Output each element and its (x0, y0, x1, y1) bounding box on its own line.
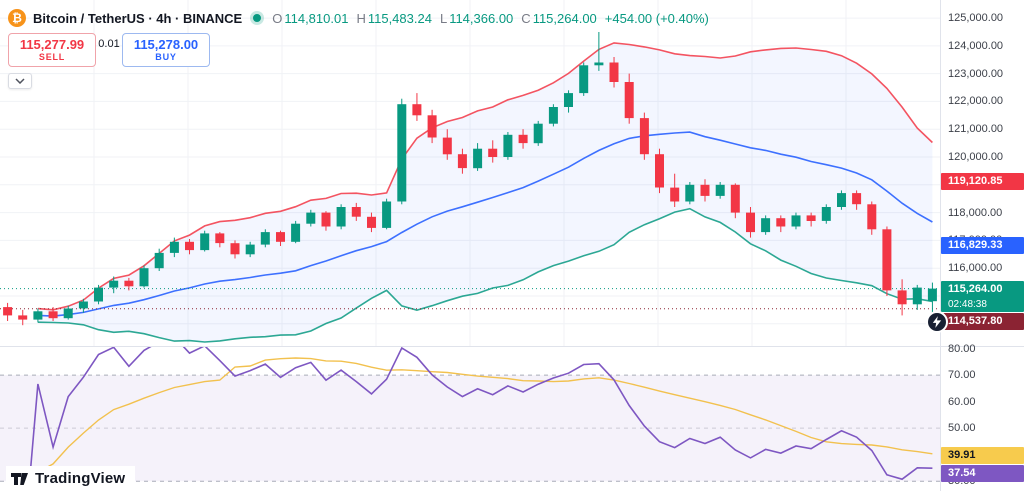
spread-value: 0.01 (98, 38, 120, 50)
countdown: 02:48:38 (948, 298, 987, 310)
rsi-ma-line (33, 357, 933, 491)
buy-button[interactable]: 115,278.00 BUY (122, 33, 210, 67)
tradingview-wordmark: TradingView (35, 470, 126, 487)
tradingview-logo[interactable]: TradingView (6, 466, 136, 491)
close-value: 115,264.00 (532, 10, 597, 26)
buy-price: 115,278.00 (133, 37, 199, 52)
high-value: 115,483.24 (367, 10, 432, 26)
bb-lower-line (37, 207, 933, 343)
change-value: +454.00 (+0.40%) (604, 10, 709, 26)
chevron-down-icon (15, 78, 25, 84)
sell-line-tag: 114,537.80 (941, 312, 1024, 330)
bb-basis-tag: 116,829.33 (941, 237, 1024, 255)
rsi-line (27, 347, 933, 491)
price-axis-label: 116,000.00 (948, 262, 1003, 275)
chart-legend: ₿ Bitcoin / TetherUS · 4h · BINANCE O 114… (8, 8, 709, 89)
rsi-value-tag: 37.54 (941, 464, 1024, 482)
lightning-icon (932, 316, 942, 328)
buy-label: BUY (155, 52, 177, 62)
open-label: O (272, 10, 283, 26)
rsi-axis-label: 80.00 (948, 342, 976, 355)
price-axis-label: 123,000.00 (948, 67, 1004, 80)
sell-button[interactable]: 115,277.99 SELL (8, 33, 96, 67)
low-value: 114,366.00 (449, 10, 514, 26)
sell-price: 115,277.99 (19, 37, 85, 52)
order-panel: 115,277.99 SELL 0.01 115,278.00 BUY (8, 33, 709, 67)
open-value: 114,810.01 (284, 10, 349, 26)
price-axis-label: 120,000.00 (948, 151, 1004, 164)
pane-divider[interactable] (0, 346, 1024, 347)
last-price-tag: 115,264.00 02:48:38 (941, 280, 1024, 312)
candles (3, 32, 937, 326)
price-axis-label: 122,000.00 (948, 95, 1004, 108)
rsi-axis-label: 60.00 (948, 395, 976, 408)
rsi-ma-tag: 39.91 (941, 446, 1024, 464)
price-axis-label: 125,000.00 (948, 12, 1004, 25)
symbol-row: ₿ Bitcoin / TetherUS · 4h · BINANCE O 114… (8, 8, 709, 28)
legend-dropdown-toggle[interactable] (8, 73, 32, 89)
bb-upper-tag: 119,120.85 (941, 173, 1024, 191)
low-label: L (439, 10, 448, 26)
tradingview-logo-icon (11, 473, 28, 485)
rsi-pane[interactable] (0, 347, 940, 491)
symbol-title[interactable]: Bitcoin / TetherUS · 4h · BINANCE (33, 10, 243, 26)
ohlc-readout: O 114,810.01 H 115,483.24 L 114,366.00 C 115… (272, 11, 709, 26)
bb-basis-line (37, 131, 933, 317)
price-axis-label: 118,000.00 (948, 206, 1003, 219)
market-status-icon (253, 14, 262, 22)
bb-upper-line (37, 42, 933, 311)
candlestick-chart[interactable] (0, 0, 940, 346)
price-axis-label: 124,000.00 (948, 39, 1004, 52)
rsi-axis-label: 70.00 (948, 369, 976, 382)
rsi-axis-label: 50.00 (948, 422, 976, 435)
quick-order-button[interactable] (926, 311, 948, 333)
bitcoin-icon: ₿ (8, 9, 26, 27)
main-chart-pane[interactable] (0, 0, 940, 346)
bollinger-bands (37, 42, 933, 343)
close-label: C (521, 10, 531, 26)
price-axis-label: 121,000.00 (948, 123, 1004, 136)
rsi-band-fill (0, 375, 940, 482)
price-axis[interactable]: 125,000.00 124,000.00 123,000.00 122,000.00… (940, 0, 1024, 346)
sell-label: SELL (38, 52, 66, 62)
high-label: H (356, 10, 366, 26)
rsi-chart[interactable] (0, 347, 940, 491)
